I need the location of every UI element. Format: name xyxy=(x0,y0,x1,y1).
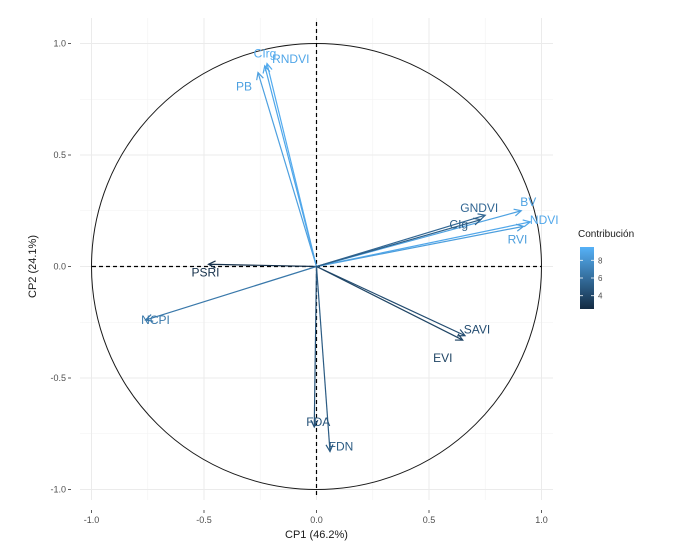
arrow-pb xyxy=(257,72,318,267)
label-fda: FDA xyxy=(306,415,330,429)
arrow-psri xyxy=(208,263,317,268)
y-tick-label: 0.5 xyxy=(53,150,66,160)
arrow-fdn xyxy=(315,266,331,452)
legend-colorbar xyxy=(580,247,594,309)
label-savi: SAVI xyxy=(464,323,490,337)
color-legend: Contribución 4 6 8 xyxy=(578,229,634,309)
label-bv: BV xyxy=(520,195,536,209)
arrow-evi xyxy=(316,265,464,341)
arrowhead-fdn xyxy=(325,444,334,453)
y-tick-label: 0.0 xyxy=(53,262,66,272)
label-ndvi: NDVI xyxy=(530,213,559,227)
arrow-savi xyxy=(316,265,466,337)
legend-tick-label: 4 xyxy=(598,292,603,301)
legend-ticks: 4 6 8 xyxy=(580,256,603,301)
x-tick-label: -0.5 xyxy=(196,515,212,525)
x-tick-label: 0.5 xyxy=(423,515,436,525)
label-rndvi: RNDVI xyxy=(272,52,309,66)
arrow-rvi xyxy=(316,225,524,268)
arrowhead-ncpi xyxy=(144,314,154,322)
legend-title: Contribución xyxy=(578,229,634,240)
arrowhead-fda xyxy=(310,419,319,429)
label-pb: PB xyxy=(236,79,252,93)
label-cig: CIg xyxy=(449,218,468,232)
arrowhead-pb xyxy=(256,71,264,81)
y-axis-title: CP2 (24.1%) xyxy=(27,235,39,298)
arrow-rndvi xyxy=(264,65,318,267)
x-tick-label: -1.0 xyxy=(84,515,100,525)
x-tick-label: 0.0 xyxy=(310,515,323,525)
arrowhead-bv xyxy=(513,208,523,217)
x-axis-title: CP1 (46.2%) xyxy=(285,529,348,541)
label-ncpi: NCPI xyxy=(141,313,170,327)
arrow-ncpi xyxy=(145,265,317,321)
label-evi: EVI xyxy=(433,351,452,365)
y-tick-label: 1.0 xyxy=(53,39,66,49)
legend-tick-label: 8 xyxy=(598,256,603,265)
label-cirg: CIrg xyxy=(254,47,277,61)
arrowhead-rndvi xyxy=(262,64,271,74)
arrowhead-cig xyxy=(472,217,483,226)
variable-arrows xyxy=(144,62,532,453)
label-rvi: RVI xyxy=(508,232,528,246)
arrow-fda xyxy=(313,266,318,428)
y-tick-label: -0.5 xyxy=(50,373,66,383)
arrow-cig xyxy=(316,219,481,268)
label-fdn: FDN xyxy=(329,440,354,454)
arrowhead-ndvi xyxy=(522,219,532,228)
arrowhead-gndvi xyxy=(477,213,487,222)
arrowhead-psri xyxy=(207,260,216,269)
legend-tick-label: 6 xyxy=(598,274,603,283)
y-tick-label: -1.0 xyxy=(50,485,66,495)
arrowhead-rvi xyxy=(515,223,525,232)
x-tick-label: 1.0 xyxy=(535,515,548,525)
label-gndvi: GNDVI xyxy=(460,201,498,215)
axis-ticks: -1.0 -1.0 -0.5 -0.5 0.0 0.0 0.5 0.5 1.0 1.0 xyxy=(50,39,547,526)
label-psri: PSRI xyxy=(191,265,219,279)
arrowhead-evi xyxy=(454,333,464,341)
